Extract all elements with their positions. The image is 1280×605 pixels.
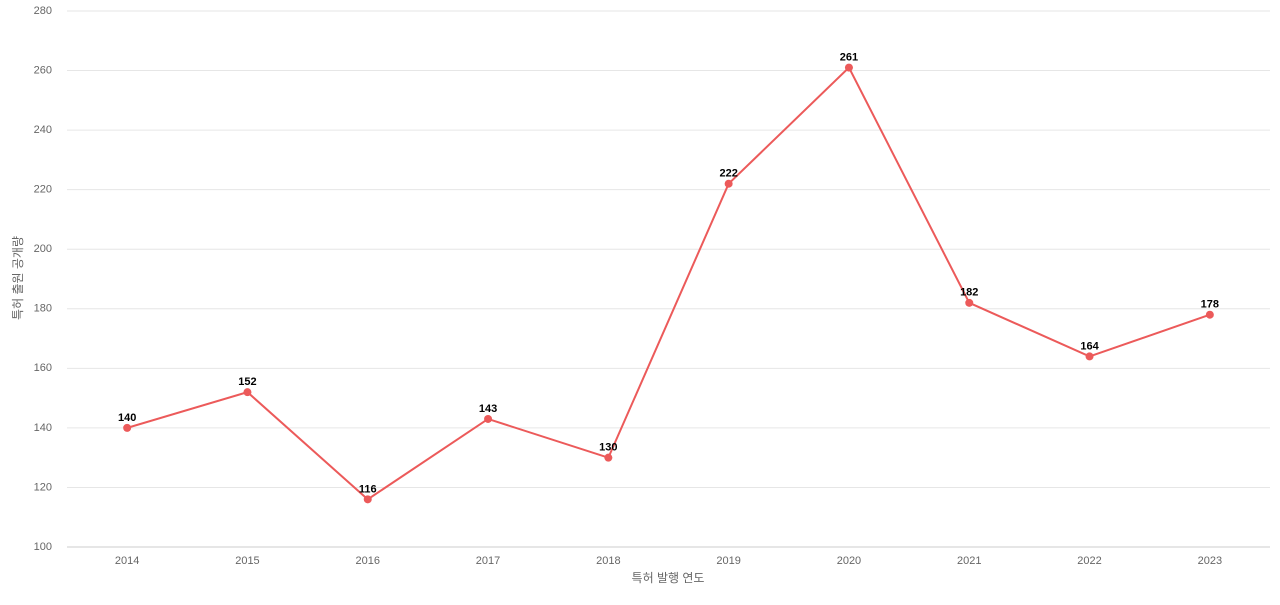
y-tick-label: 100 bbox=[34, 541, 52, 553]
x-tick-label: 2018 bbox=[596, 555, 620, 567]
x-axis-title: 특허 발행 연도 bbox=[632, 570, 705, 585]
value-label: 116 bbox=[359, 483, 377, 495]
data-point bbox=[844, 63, 853, 72]
x-tick-label: 2017 bbox=[476, 555, 500, 567]
x-tick-label: 2014 bbox=[115, 555, 139, 567]
y-tick-label: 180 bbox=[34, 303, 52, 315]
data-point bbox=[1085, 352, 1094, 361]
y-tick-label: 260 bbox=[34, 64, 52, 76]
y-axis-title: 특허 출원 공개량 bbox=[11, 236, 25, 320]
x-tick-label: 2020 bbox=[837, 555, 861, 567]
y-tick-label: 240 bbox=[34, 124, 52, 136]
data-point bbox=[604, 453, 613, 462]
x-tick-label: 2023 bbox=[1198, 555, 1222, 567]
value-label: 152 bbox=[238, 376, 256, 388]
value-label: 143 bbox=[479, 403, 497, 415]
y-tick-label: 200 bbox=[34, 243, 52, 255]
y-tick-label: 140 bbox=[34, 422, 52, 434]
data-point bbox=[1205, 310, 1214, 319]
y-tick-label: 220 bbox=[34, 184, 52, 196]
data-point bbox=[123, 423, 132, 432]
y-tick-label: 120 bbox=[34, 481, 52, 493]
value-label: 222 bbox=[719, 168, 737, 180]
value-label: 182 bbox=[960, 287, 978, 299]
data-point bbox=[484, 414, 493, 423]
x-tick-label: 2022 bbox=[1077, 555, 1101, 567]
value-label: 140 bbox=[118, 412, 136, 424]
x-tick-label: 2021 bbox=[957, 555, 981, 567]
data-point bbox=[243, 388, 252, 397]
x-tick-label: 2019 bbox=[716, 555, 740, 567]
data-point bbox=[363, 495, 372, 504]
value-label: 178 bbox=[1201, 299, 1219, 311]
value-label: 130 bbox=[599, 442, 617, 454]
data-point bbox=[965, 298, 974, 307]
value-label: 261 bbox=[840, 51, 858, 63]
value-label: 164 bbox=[1080, 340, 1099, 352]
series-line bbox=[126, 65, 1211, 501]
y-tick-label: 280 bbox=[34, 5, 52, 17]
data-point bbox=[724, 179, 733, 188]
x-tick-label: 2015 bbox=[235, 555, 259, 567]
y-tick-label: 160 bbox=[34, 362, 52, 374]
x-tick-label: 2016 bbox=[356, 555, 380, 567]
